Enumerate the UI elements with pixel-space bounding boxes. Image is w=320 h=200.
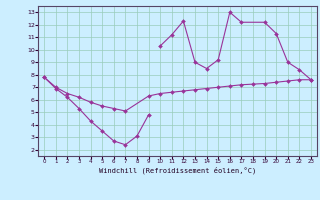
X-axis label: Windchill (Refroidissement éolien,°C): Windchill (Refroidissement éolien,°C)	[99, 167, 256, 174]
